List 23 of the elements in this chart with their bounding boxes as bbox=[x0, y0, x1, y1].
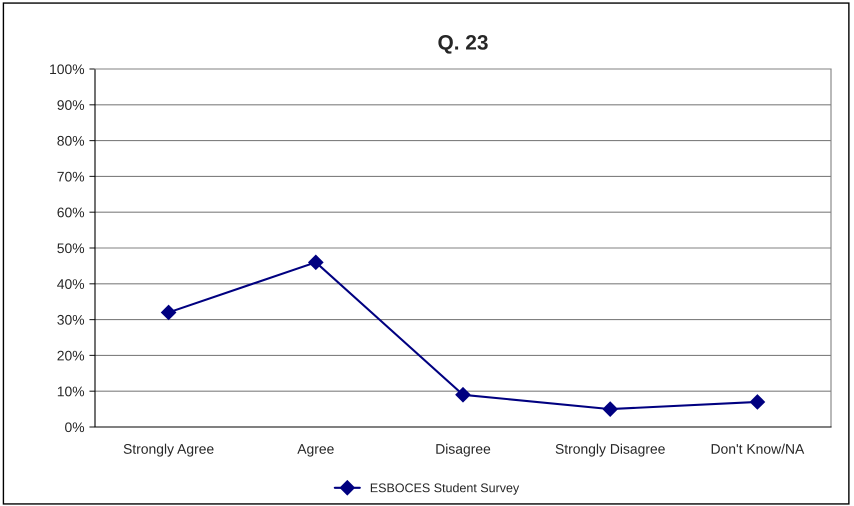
chart-title: Q. 23 bbox=[438, 35, 488, 54]
y-tick-label: 10% bbox=[58, 386, 84, 396]
y-tick-label: 60% bbox=[57, 208, 84, 218]
point bbox=[602, 402, 618, 417]
y-tick-label: 50% bbox=[57, 243, 84, 254]
y-tick-label: 30% bbox=[57, 314, 84, 325]
y-tick-label: 90% bbox=[57, 100, 84, 110]
x-tick-label: Strongly Disagree bbox=[556, 444, 665, 457]
y-tick-label: 100% bbox=[50, 64, 84, 74]
legend-label: ESBOCES Student Survey bbox=[370, 483, 520, 495]
x-tick-label: Agree bbox=[297, 444, 334, 457]
point bbox=[455, 387, 471, 402]
point bbox=[308, 254, 324, 270]
y-tick-label: 0% bbox=[65, 422, 84, 432]
y-tick-label: 40% bbox=[57, 279, 84, 289]
x-tick-label: Disagree bbox=[436, 444, 490, 457]
y-tick-label: 70% bbox=[58, 172, 84, 182]
point bbox=[161, 304, 176, 320]
point bbox=[750, 394, 765, 410]
x-tick-label: Strongly Agree bbox=[124, 444, 214, 457]
y-tick-label: 80% bbox=[57, 136, 84, 146]
y-tick-label: 20% bbox=[57, 350, 84, 361]
x-tick-label: Don't Know/NA bbox=[712, 444, 804, 454]
